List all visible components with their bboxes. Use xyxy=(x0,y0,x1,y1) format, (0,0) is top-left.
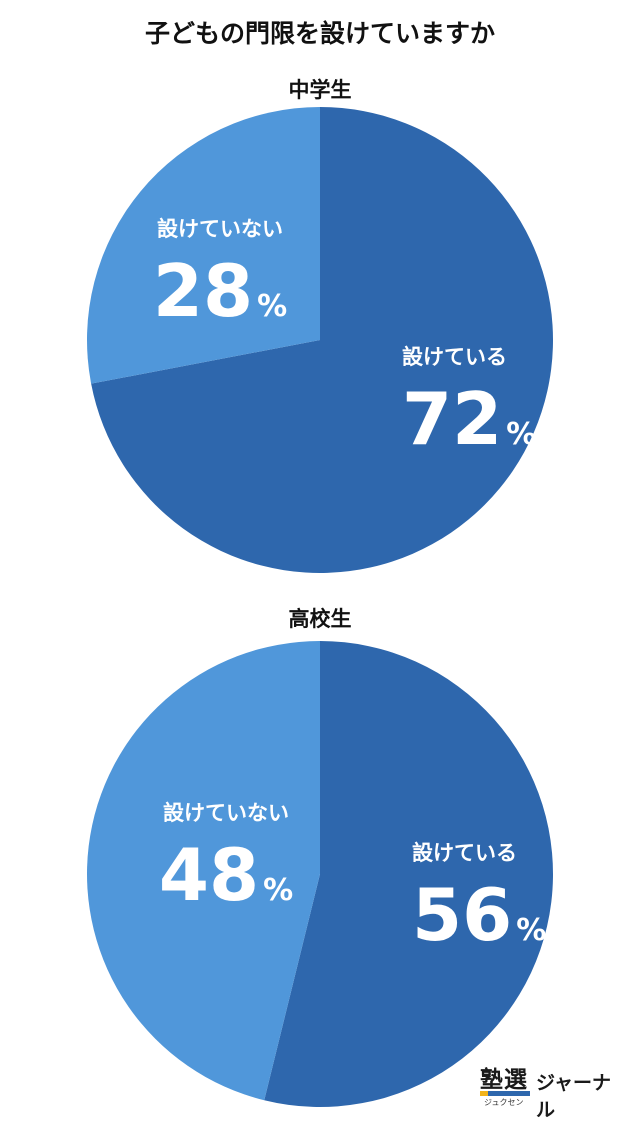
logo-ruby-text: ジュクセン xyxy=(484,1098,524,1107)
logo-main-text: 塾選 xyxy=(480,1067,528,1093)
logo-underline-accent xyxy=(480,1091,488,1096)
pie-value-junior-high-yes: 72% xyxy=(402,377,536,461)
pie-label-high-school-yes: 設けている xyxy=(412,841,517,865)
pie-slice-high-school-no xyxy=(87,641,320,1101)
pie-label-junior-high-no: 設けていない xyxy=(157,217,283,241)
chart-title-high-school: 高校生 xyxy=(288,607,352,631)
page-title: 子どもの門限を設けていますか xyxy=(144,19,495,48)
pie-value-junior-high-no: 28% xyxy=(153,249,287,333)
pie-slice-junior-high-no xyxy=(86,107,320,384)
logo-underline xyxy=(480,1091,530,1096)
pie-label-high-school-no: 設けていない xyxy=(163,801,289,825)
pie-value-high-school-no: 48% xyxy=(159,833,293,917)
logo-sub-text: ジャーナル xyxy=(536,1072,612,1121)
pie-chart-high-school: 設けている 56 % 設けていない 48% xyxy=(87,641,554,1107)
pie-slice-high-school-yes xyxy=(264,641,554,1107)
pie-value-high-school-yes: 56% xyxy=(412,873,546,957)
pie-chart-junior-high: 設けている 72 % 設けていない 28% xyxy=(86,107,553,573)
pie-label-junior-high-yes: 設けている xyxy=(402,345,507,369)
pie-slice-junior-high-yes xyxy=(91,107,553,573)
chart-title-junior-high: 中学生 xyxy=(288,78,352,102)
brand-logo: 塾選 ジュクセン ジャーナル xyxy=(476,1060,626,1121)
